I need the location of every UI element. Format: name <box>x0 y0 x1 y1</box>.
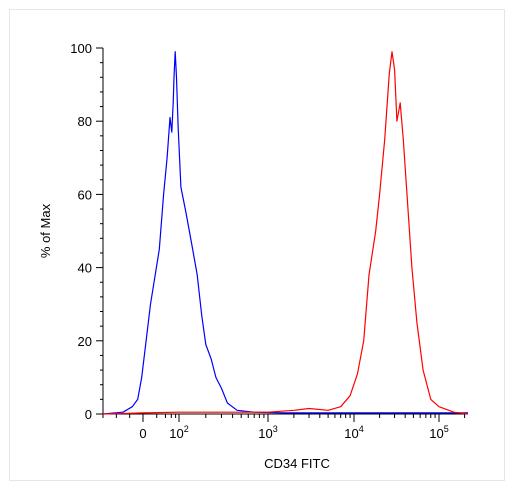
x-tick-label: 0 <box>139 426 146 441</box>
x-tick-label: 105 <box>429 424 448 441</box>
y-tick-label: 40 <box>78 261 92 276</box>
x-tick-label: 104 <box>344 424 363 441</box>
series-line-1 <box>102 51 468 415</box>
plot-area <box>102 48 468 415</box>
series-line-2 <box>102 51 469 415</box>
y-tick-label: 20 <box>78 334 92 349</box>
x-axis-title: CD34 FITC <box>264 456 330 471</box>
x-tick-label: 102 <box>169 424 188 441</box>
y-tick-label: 100 <box>70 41 92 56</box>
y-tick-label: 80 <box>78 114 92 129</box>
x-tick-label: 103 <box>258 424 277 441</box>
y-tick-label: 60 <box>78 187 92 202</box>
y-axis-title: % of Max <box>38 203 53 258</box>
series-layer <box>102 51 469 415</box>
x-axis-ticks: 0 102 103 104 105 <box>102 414 466 441</box>
y-tick-label: 0 <box>85 407 92 422</box>
chart-frame <box>9 9 505 481</box>
y-axis-ticks: 0 20 40 60 80 100 <box>70 41 103 422</box>
